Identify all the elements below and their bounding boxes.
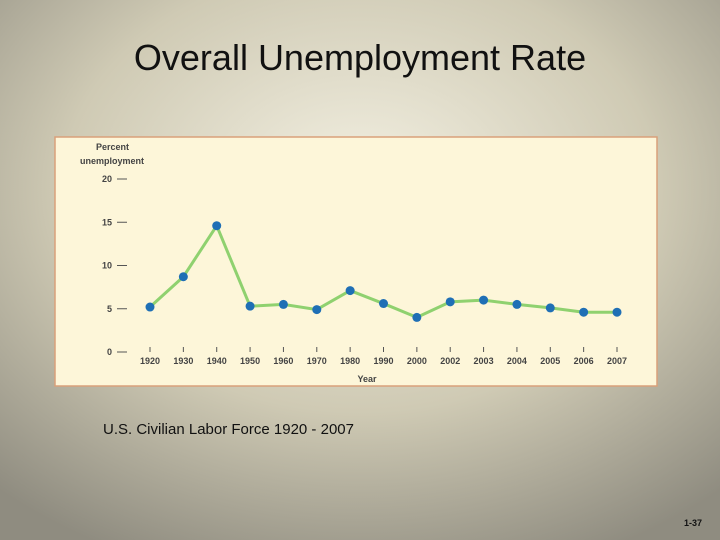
data-point <box>612 307 622 317</box>
data-point <box>245 301 255 311</box>
y-axis-label: unemployment <box>80 156 144 166</box>
y-tick-label: 20 <box>102 174 112 184</box>
x-tick-label: 2004 <box>507 356 527 366</box>
slide-title: Overall Unemployment Rate <box>134 37 586 78</box>
plot: 0 5 10 15 20 1920 1930 1940 1950 1960 1970 1980 1990… <box>102 174 627 366</box>
data-point <box>545 303 555 313</box>
data-point <box>145 302 155 312</box>
data-point <box>479 295 489 305</box>
data-point <box>312 305 322 315</box>
data-point <box>579 307 589 317</box>
y-tick-label: 15 <box>102 217 112 227</box>
x-tick-label: 2002 <box>440 356 460 366</box>
x-tick-label: 1980 <box>340 356 360 366</box>
caption: U.S. Civilian Labor Force 1920 - 2007 <box>103 421 354 438</box>
x-tick-label: 2000 <box>407 356 427 366</box>
x-tick-label: 1940 <box>207 356 227 366</box>
y-tick-label: 5 <box>107 304 112 314</box>
x-tick-label: 1920 <box>140 356 160 366</box>
data-point <box>412 312 422 322</box>
x-tick-label: 1950 <box>240 356 260 366</box>
x-tick-label: 2003 <box>474 356 494 366</box>
x-axis-label: Year <box>357 374 377 384</box>
x-tick-label: 1990 <box>373 356 393 366</box>
x-tick-label: 2007 <box>607 356 627 366</box>
x-tick-label: 1930 <box>173 356 193 366</box>
data-point <box>379 299 388 309</box>
y-tick-label: 10 <box>102 261 112 271</box>
data-point <box>445 297 455 307</box>
data-point <box>178 272 188 282</box>
data-point <box>212 221 222 231</box>
page-number: 1-37 <box>684 518 702 528</box>
data-point <box>278 299 288 309</box>
x-tick-label: 2005 <box>540 356 560 366</box>
x-tick-label: 1970 <box>307 356 327 366</box>
y-axis-label: Percent <box>96 142 129 152</box>
chart-panel <box>54 136 658 387</box>
y-tick-label: 0 <box>107 347 112 357</box>
data-point <box>512 299 522 309</box>
x-tick-label: 1960 <box>273 356 293 366</box>
x-tick-label: 2006 <box>574 356 594 366</box>
data-point <box>345 286 355 296</box>
